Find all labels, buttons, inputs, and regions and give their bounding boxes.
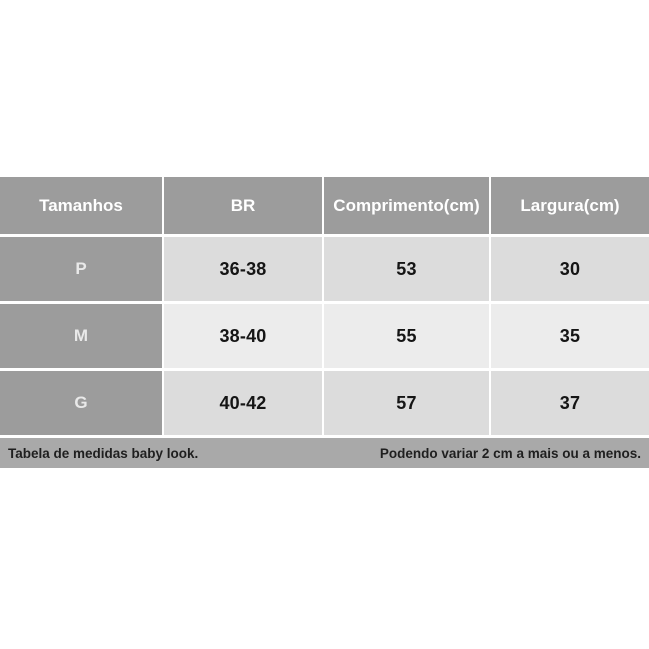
header-cell-largura: Largura(cm) [491, 177, 649, 234]
footer-note-left: Tabela de medidas baby look. [8, 445, 199, 461]
size-label-m: M [0, 304, 162, 368]
size-measurements-table: Tamanhos BR Comprimento(cm) Largura(cm) … [0, 177, 649, 468]
cell-g-comprimento: 57 [324, 371, 489, 435]
cell-m-largura: 35 [491, 304, 649, 368]
size-label-g: G [0, 371, 162, 435]
table-footer-band: Tabela de medidas baby look. Podendo var… [0, 438, 649, 468]
size-table-grid: Tamanhos BR Comprimento(cm) Largura(cm) … [0, 177, 649, 435]
cell-m-comprimento: 55 [324, 304, 489, 368]
cell-g-br: 40-42 [164, 371, 322, 435]
header-cell-tamanhos: Tamanhos [0, 177, 162, 234]
header-cell-br: BR [164, 177, 322, 234]
cell-p-largura: 30 [491, 237, 649, 301]
cell-p-br: 36-38 [164, 237, 322, 301]
header-cell-comprimento: Comprimento(cm) [324, 177, 489, 234]
cell-m-br: 38-40 [164, 304, 322, 368]
size-label-p: P [0, 237, 162, 301]
cell-g-largura: 37 [491, 371, 649, 435]
footer-note-right: Podendo variar 2 cm a mais ou a menos. [379, 445, 641, 461]
cell-p-comprimento: 53 [324, 237, 489, 301]
